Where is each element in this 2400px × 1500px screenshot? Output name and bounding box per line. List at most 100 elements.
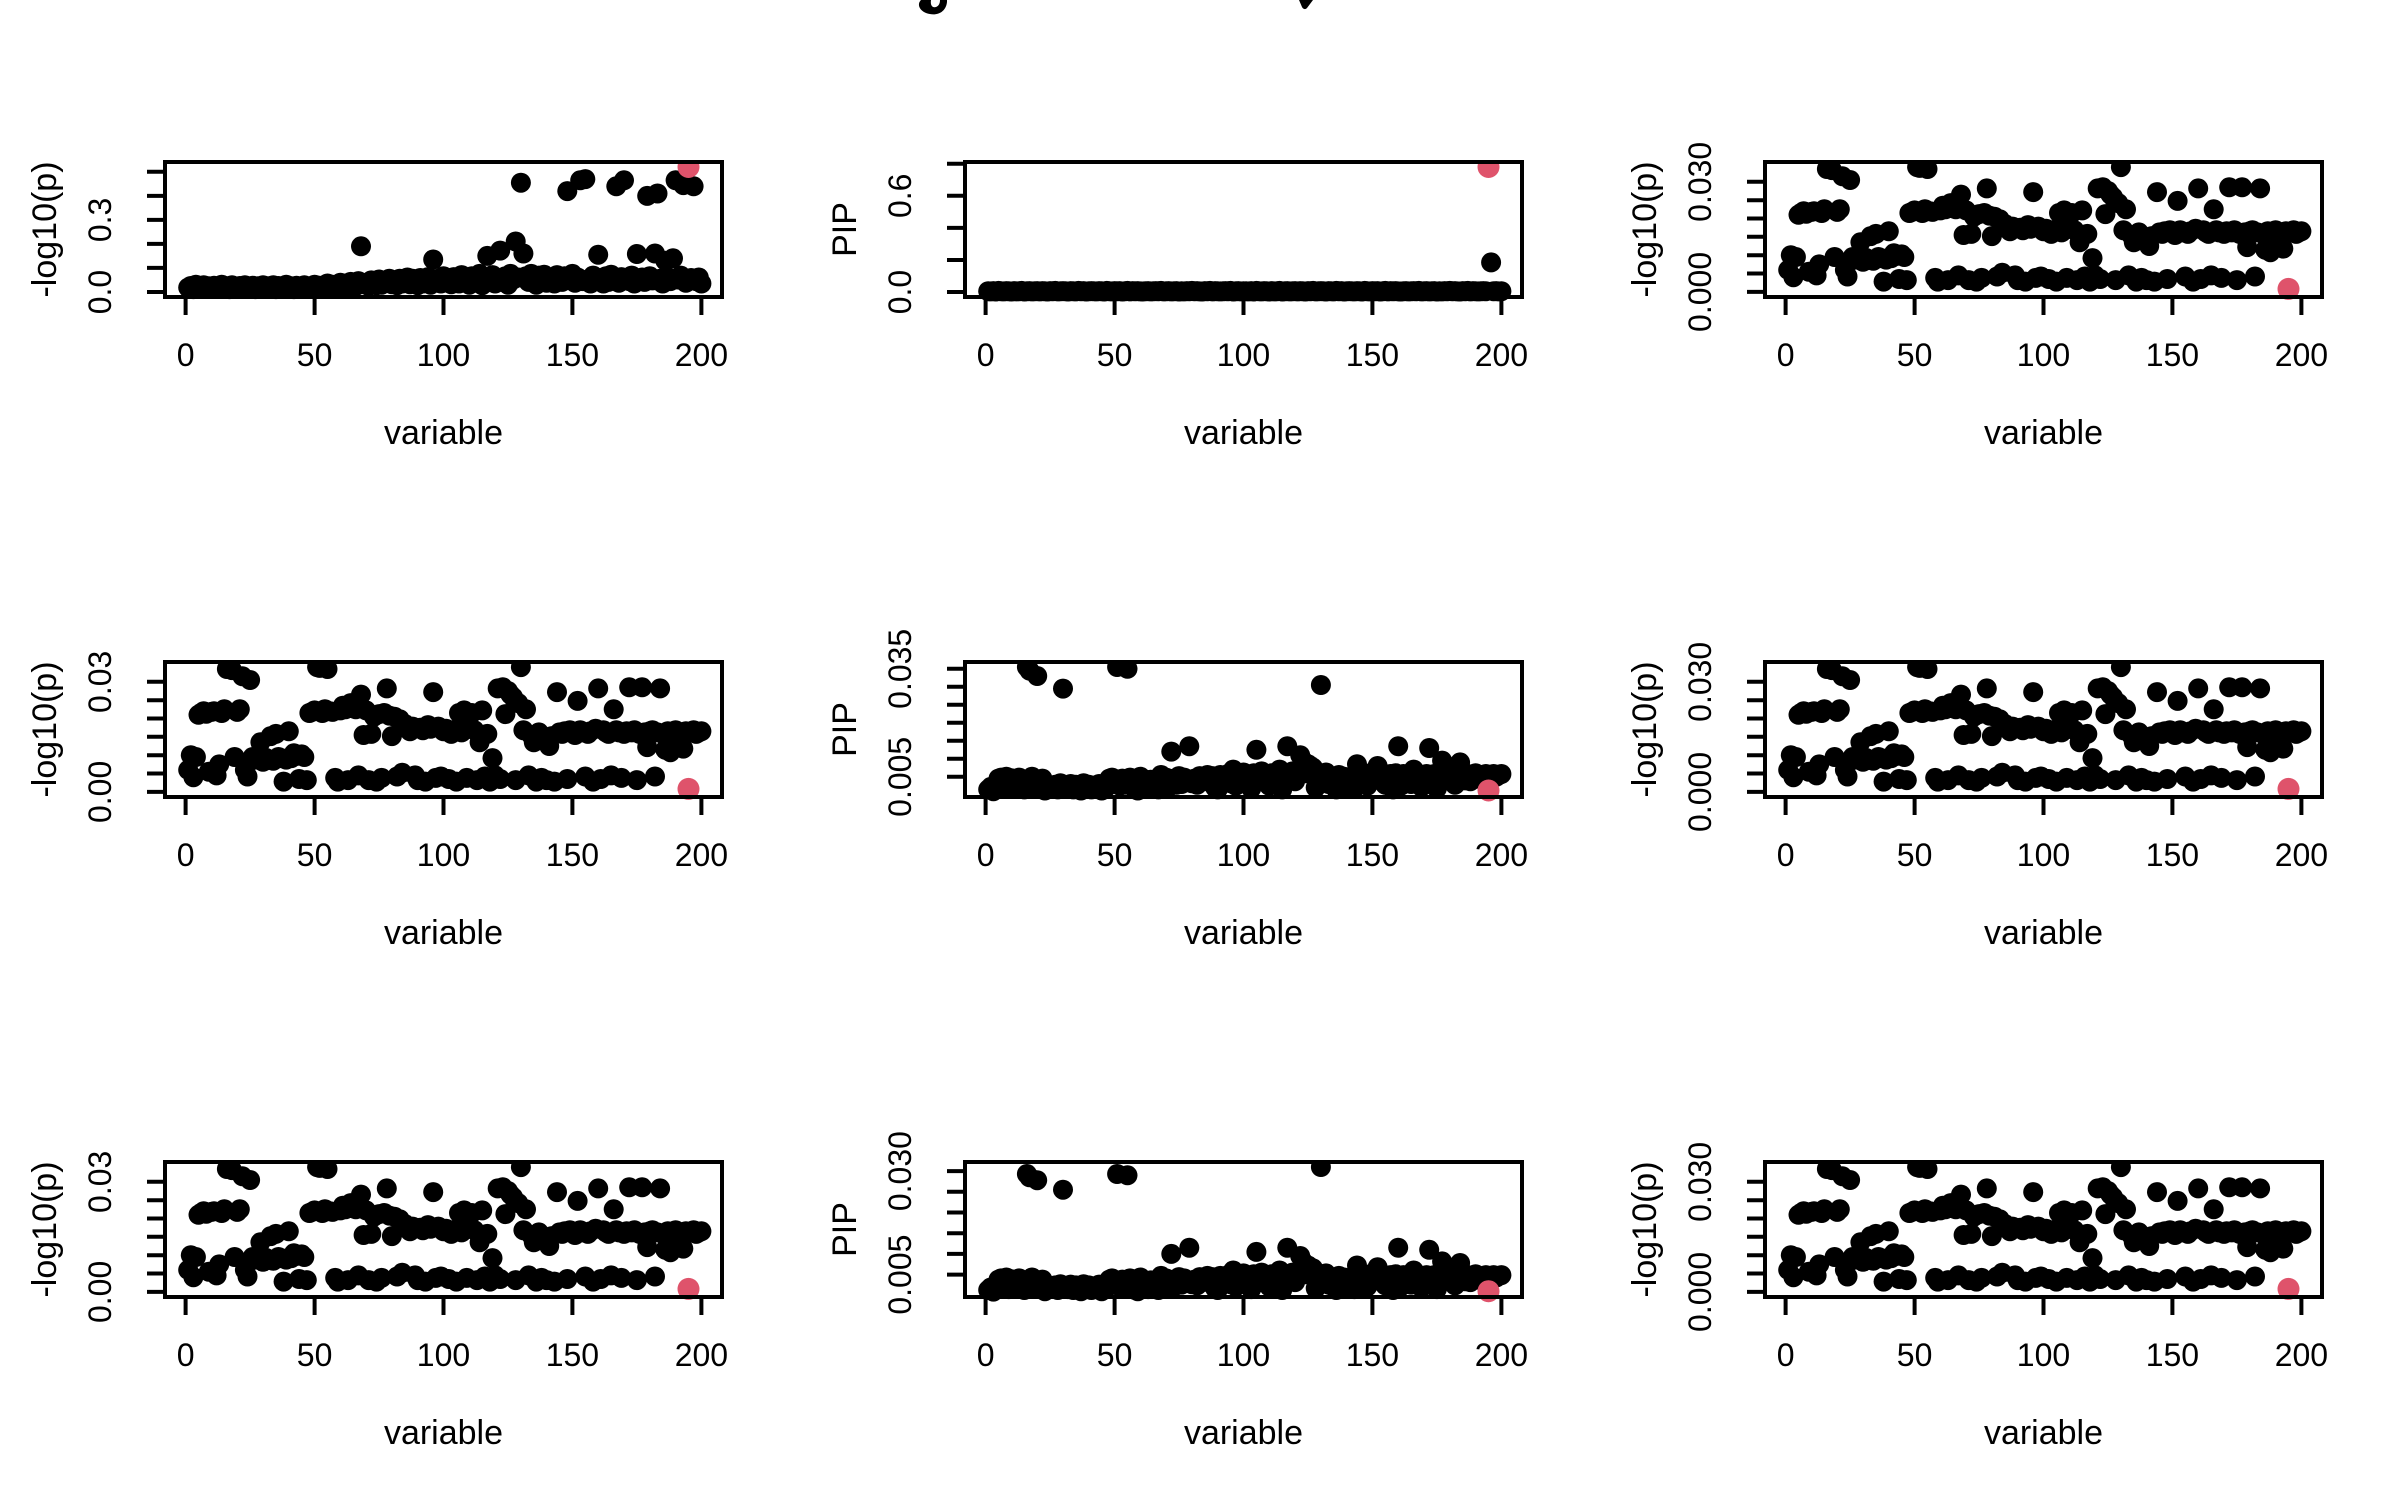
x-tick-label: 0 (1777, 1337, 1795, 1373)
data-point (2110, 1160, 2131, 1178)
data-point (2116, 699, 2136, 720)
data-point (183, 767, 204, 788)
data-point (351, 1184, 371, 1205)
data-point (1840, 670, 1861, 690)
data-point (1878, 721, 1899, 742)
data-point (1491, 764, 1512, 784)
data-point (1951, 184, 1971, 205)
x-tick-label: 150 (546, 1337, 599, 1373)
y-axis-title: -log10(p) (1626, 1161, 1664, 1297)
data-point (1896, 270, 1917, 291)
x-tick-label: 100 (2017, 337, 2070, 373)
x-tick-label: 50 (1897, 337, 1933, 373)
data-point (1976, 678, 1997, 699)
data-point (1419, 1239, 1440, 1260)
data-point (626, 770, 647, 791)
data-point (2291, 1221, 2312, 1242)
data-point (237, 766, 258, 787)
data-point (1971, 267, 1992, 288)
data-point (371, 1267, 392, 1288)
data-point (1388, 1237, 1409, 1258)
data-point (317, 660, 338, 679)
data-point (2291, 221, 2312, 242)
x-tick-label: 50 (1897, 1337, 1933, 1373)
data-point (2110, 660, 2131, 678)
data-point (2082, 1248, 2103, 1269)
data-point (1809, 254, 1830, 275)
data-point (2147, 682, 2167, 703)
y-tick-label: 0.00 (82, 761, 118, 823)
highlight-point (2277, 277, 2300, 300)
data-point (2188, 678, 2209, 699)
data-point (1179, 736, 1200, 757)
data-point (2188, 178, 2209, 199)
data-point (645, 766, 665, 787)
data-point (1053, 678, 1073, 699)
y-tick-label: 0.3 (82, 198, 118, 242)
data-point (2237, 237, 2258, 258)
data-point (240, 670, 261, 690)
data-point (2167, 190, 2188, 211)
data-point (1310, 1160, 1331, 1177)
data-point (557, 769, 578, 789)
x-tick-label: 0 (1777, 837, 1795, 873)
data-point (2232, 1177, 2253, 1198)
plot-box (163, 1160, 724, 1299)
y-tick-label: 0.0 (882, 270, 918, 314)
data-point (1981, 1226, 2002, 1247)
x-tick-label: 0 (977, 1337, 995, 1373)
data-point (296, 1270, 317, 1291)
y-axis-title: -log10(p) (26, 161, 64, 297)
data-point (477, 1223, 498, 1244)
data-point (381, 1226, 402, 1247)
data-point (1491, 1265, 1512, 1286)
data-point (361, 1223, 382, 1244)
data-point (1951, 684, 1971, 705)
x-tick-label: 0 (177, 337, 195, 373)
x-tick-label: 200 (675, 337, 728, 373)
plot-row1-col3: 0 50 100 150 200 0.000 0.030 variable -log10(p) (1600, 115, 2400, 615)
data-point (229, 1199, 250, 1220)
data-point (185, 1247, 206, 1267)
y-axis-title: -log10(p) (1626, 161, 1664, 297)
plot-row2-col1: 0 50 100 150 200 0.00 0.03 variable -log10(p) (0, 615, 800, 1115)
x-tick-label: 50 (1097, 837, 1133, 873)
data-point (588, 678, 609, 699)
x-tick-label: 100 (1217, 337, 1270, 373)
y-tick-label: 0.030 (1682, 1142, 1718, 1222)
data-point (1027, 1170, 1048, 1191)
data-point (2273, 238, 2294, 259)
data-point (273, 771, 294, 792)
data-point (2245, 1266, 2265, 1287)
data-point (2116, 1199, 2136, 1220)
data-point (2077, 1223, 2098, 1244)
data-point (663, 248, 683, 269)
x-axis-title: variable (384, 414, 503, 452)
data-point (510, 1160, 531, 1178)
data-point (1894, 747, 1915, 767)
data-point (1837, 266, 1858, 287)
data-point (2157, 1269, 2178, 1289)
data-point (1878, 221, 1899, 242)
data-point (351, 684, 371, 705)
data-point (1481, 252, 1502, 273)
data-point (2157, 769, 2178, 789)
data-point (1878, 1221, 1899, 1242)
highlight-point (2277, 777, 2300, 800)
x-tick-label: 200 (2275, 337, 2328, 373)
data-point (632, 1177, 653, 1198)
plot-row1-col1: 0 50 100 150 200 0.0 0.3 variable -log10(p) (0, 115, 800, 615)
data-point (2147, 1182, 2167, 1203)
title-j-descender-icon (918, 0, 947, 15)
data-point (2116, 199, 2136, 220)
data-point (575, 169, 596, 190)
x-tick-label: 0 (177, 1337, 195, 1373)
data-point (567, 1190, 588, 1211)
x-tick-label: 150 (1346, 837, 1399, 873)
data-point (2203, 1199, 2224, 1220)
x-tick-label: 150 (2146, 1337, 2199, 1373)
data-point (2245, 766, 2265, 787)
highlight-point (677, 1277, 700, 1300)
data-point (2203, 699, 2224, 720)
y-axis-title: -log10(p) (26, 1161, 64, 1297)
